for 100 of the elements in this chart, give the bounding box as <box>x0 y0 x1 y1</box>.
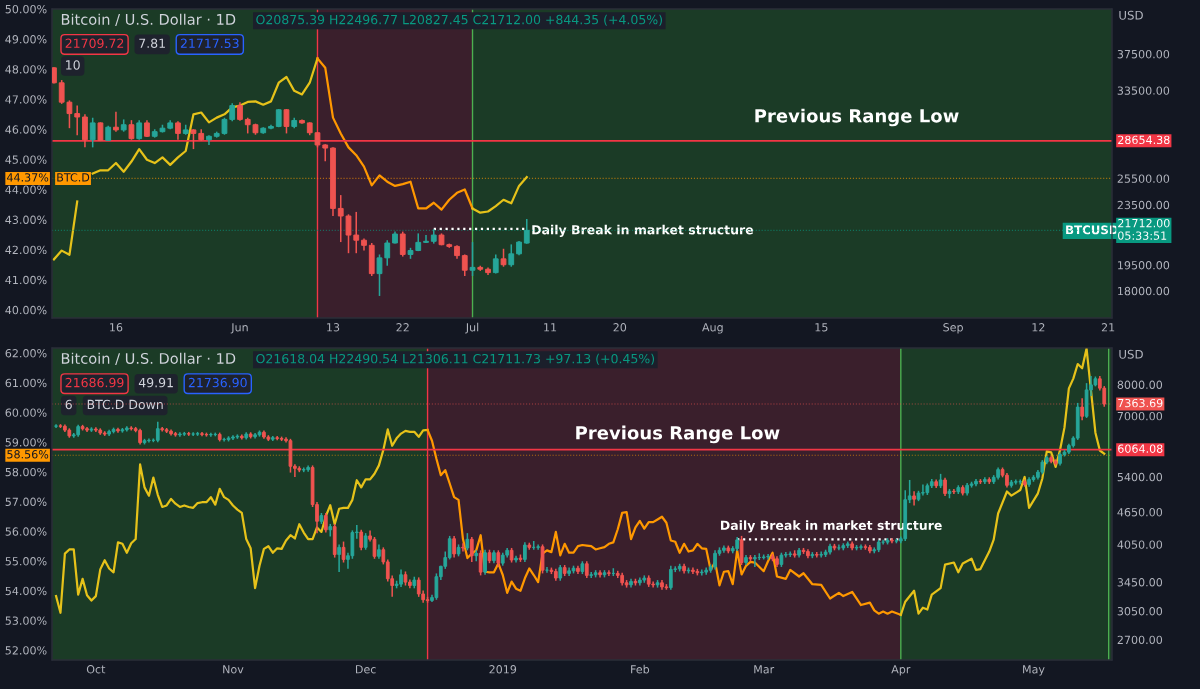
x-tick-label: Mar <box>754 665 775 674</box>
y2-tick-label: 7000.00 <box>1117 411 1163 421</box>
ref-line-label: 28654.38 <box>1118 135 1170 145</box>
y2-tick-label: 18000.00 <box>1118 286 1170 296</box>
line-series <box>471 176 528 214</box>
candlestick <box>952 488 956 495</box>
candlestick <box>1080 397 1085 422</box>
y2-tick-label: 3050.00 <box>1117 607 1163 616</box>
candlestick <box>208 431 213 438</box>
y-tick-label: 59.00% <box>5 438 47 447</box>
candlestick <box>753 554 757 568</box>
ref-line-label: 58.56% <box>7 450 49 459</box>
ref-line-label: 6064.08 <box>1118 444 1163 453</box>
x-tick-label: 16 <box>110 323 123 332</box>
candlestick <box>474 549 479 563</box>
x-tick-label: Feb <box>631 664 650 674</box>
annotation: 10 <box>66 60 80 70</box>
x-tick-label: Sep <box>943 323 963 334</box>
annotation: 21717.53 <box>180 38 239 49</box>
y-tick-label: 60.00% <box>5 408 47 417</box>
y2-tick-label: 3450.00 <box>1117 578 1163 587</box>
candlestick <box>82 113 88 149</box>
annotation: BTCUSD <box>1066 225 1119 235</box>
candlestick <box>399 230 406 258</box>
x-tick-label: 2019 <box>489 665 517 674</box>
y-tick-label: 44.00% <box>5 185 47 194</box>
line-series <box>54 428 429 614</box>
candlestick <box>113 111 119 133</box>
annotation: Previous Range Low <box>755 108 959 127</box>
candlestick <box>508 243 515 268</box>
y-tick-label: 56.00% <box>5 527 47 536</box>
chart-title: Bitcoin / U.S. Dollar · 1D <box>61 352 236 366</box>
y2-tick-label: 33500.00 <box>1117 86 1170 95</box>
y-tick-label: 48.00% <box>5 65 47 74</box>
line-series <box>316 57 474 211</box>
candlestick <box>237 101 243 122</box>
annotation: Previous Range Low <box>576 425 780 444</box>
candlestick <box>461 542 465 553</box>
candlestick <box>423 234 429 244</box>
candlestick <box>175 120 181 141</box>
annotation: Daily Break in market structure <box>532 224 754 237</box>
annotation: BTC.D Down <box>87 399 163 410</box>
candlestick <box>283 108 290 135</box>
candlestick <box>155 420 160 443</box>
y-tick-label: 58.00% <box>5 467 47 477</box>
annotation: 6 <box>65 399 72 410</box>
annotation: Daily Break in market structure <box>721 520 942 533</box>
candlestick <box>912 490 916 507</box>
annotation: 7.81 <box>139 38 165 49</box>
y2-tick-label: 5400.00 <box>1117 472 1163 482</box>
y-tick-label: 49.00% <box>5 35 47 44</box>
candlestick <box>452 535 456 559</box>
x-tick-label: Jul <box>465 322 479 334</box>
y-tick-label: 62.00% <box>5 349 47 358</box>
annotation: 21736.90 <box>188 377 247 388</box>
x-tick-label: Apr <box>891 665 911 676</box>
y2-tick-label: 23500.00 <box>1117 200 1170 210</box>
y2-tick-label: 2700.00 <box>1117 635 1163 645</box>
candlestick <box>89 116 96 149</box>
ref-line-label: 7363.69 <box>1118 398 1163 408</box>
y-tick-label: 57.00% <box>5 497 47 506</box>
candlestick <box>359 529 364 552</box>
y-axis-title: BTC.D <box>57 173 90 182</box>
y2-tick-label: 8000.00 <box>1117 380 1163 389</box>
y-tick-label: 52.00% <box>5 646 47 655</box>
x-tick-label: Jun <box>230 323 248 334</box>
x-tick-label: 12 <box>1032 323 1045 332</box>
ref-line-label: 21712.00 05:33:51 <box>1118 218 1170 240</box>
candlestick <box>239 433 244 441</box>
x-tick-label: 13 <box>327 323 340 332</box>
y-tick-label: 40.00% <box>5 305 47 315</box>
candlestick <box>128 119 135 141</box>
x-tick-label: 20 <box>613 323 627 332</box>
chart-title: Bitcoin / U.S. Dollar · 1D <box>61 13 236 27</box>
x-tick-label: 22 <box>396 323 409 332</box>
y-tick-label: 46.00% <box>5 125 47 134</box>
x-tick-label: Dec <box>355 665 376 674</box>
candlestick <box>536 543 540 551</box>
y-tick-label: 43.00% <box>5 215 47 224</box>
candlestick <box>668 564 673 591</box>
y2-axis-title: USD <box>1119 10 1143 20</box>
candlestick <box>461 253 468 277</box>
x-tick-label: Nov <box>223 665 244 674</box>
ref-line-label: 44.37% <box>7 173 49 182</box>
candlestick <box>739 535 744 566</box>
candlestick <box>523 218 530 245</box>
y-tick-label: 50.00% <box>5 4 47 14</box>
x-tick-label: 21 <box>1101 323 1115 332</box>
chart-subtitle: O20875.39 H22496.77 L20827.45 C21712.00 +844.35 (+4.05%) <box>256 14 662 26</box>
x-tick-label: 15 <box>815 323 828 332</box>
y2-axis-title: USD <box>1119 349 1143 359</box>
candlestick <box>540 543 545 575</box>
y2-tick-label: 4050.00 <box>1117 540 1163 549</box>
candlestick <box>74 104 81 136</box>
y2-tick-label: 19500.00 <box>1118 261 1170 270</box>
candlestick <box>859 543 863 551</box>
candlestick <box>323 512 328 534</box>
y2-tick-label: 25500.00 <box>1117 174 1170 183</box>
candlestick <box>483 548 487 576</box>
y-tick-label: 53.00% <box>5 616 47 625</box>
